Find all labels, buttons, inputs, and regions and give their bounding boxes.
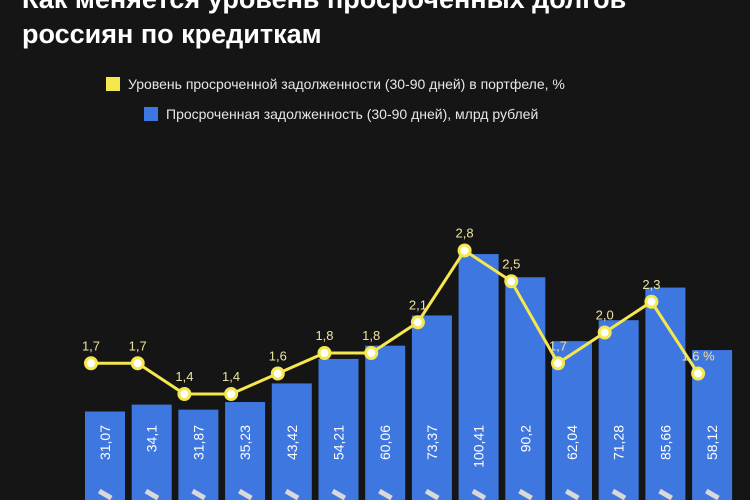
rate-value-label: 2,0 [596,308,614,323]
rate-point [597,325,612,340]
bar [131,404,172,500]
rate-value-label: 1,8 [362,328,380,343]
bar [271,383,312,500]
rate-point [130,356,145,371]
bar [411,315,452,500]
rate-point [551,356,565,371]
bar [505,277,546,500]
rate-point [364,346,379,360]
legend-swatch-debt [144,107,158,121]
rate-value-label: 1,6 [269,349,287,364]
x-tick-label [331,488,347,500]
bar-value-label: 62,04 [564,425,580,460]
chart-title-line-2: россиян по кредиткам [22,19,322,49]
rate-value-label: 1,4 [222,369,240,384]
rate-value-label: 2,8 [456,226,474,241]
rate-point [317,346,332,360]
bar [85,411,125,500]
rate-value-label: 1,7 [82,338,100,353]
bar-value-label: 58,12 [704,425,720,460]
bar-value-label: 34,1 [144,425,160,452]
x-tick-label [238,488,253,500]
bar [365,345,406,500]
legend-item-rate: Уровень просроченной задолженности (30-9… [106,72,565,96]
x-tick-label [97,488,113,500]
rate-point [644,294,659,309]
rate-value-label: 1,4 [175,369,193,384]
rate-point [410,315,425,330]
rate-point [270,366,285,381]
bar-value-label: 35,23 [237,425,253,460]
legend-item-debt: Просроченная задолженность (30-90 дней),… [144,102,565,126]
rate-point [224,387,239,401]
rate-point [691,366,706,381]
rate-point [177,387,192,401]
rate-value-label: 1,8 [315,328,333,343]
bar-value-label: 73,37 [424,425,440,460]
bar [225,402,266,500]
chart-title-line-1: Как меняется уровень просроченных долгов [22,0,722,16]
legend-label-debt: Просроченная задолженность (30-90 дней),… [166,106,539,122]
x-tick-label [564,488,580,500]
bar-value-label: 100,41 [471,425,487,468]
legend: Уровень просроченной задолженности (30-9… [106,72,565,126]
bar-value-label: 31,87 [190,425,206,460]
x-tick-label [378,488,393,500]
bar [178,409,219,500]
rate-point [457,243,472,258]
x-tick-label [611,488,627,500]
bar-value-label: 43,42 [284,425,300,460]
rate-value-label: 2,3 [642,277,660,292]
x-tick-label [424,488,440,500]
x-tick-label [284,488,300,500]
x-tick-label [144,488,160,500]
bar [458,254,499,500]
rate-value-label: 1,6 % [681,349,715,364]
legend-label-rate: Уровень просроченной задолженности (30-9… [128,76,565,92]
x-tick-label [471,488,487,500]
bar-value-label: 90,2 [517,425,533,452]
legend-swatch-rate [106,77,120,91]
x-tick-label [518,488,533,500]
x-tick-label [705,488,720,500]
rate-value-label: 2,1 [409,297,427,312]
rate-point [84,356,98,371]
x-tick-label [658,488,673,500]
x-tick-label [191,488,206,500]
rate-value-label: 1,7 [129,338,147,353]
bar [645,287,686,500]
bar-value-label: 71,28 [611,425,627,460]
bar-value-label: 60,06 [377,425,393,460]
bar-value-label: 54,21 [331,425,347,460]
bar [598,320,639,500]
bar [318,358,359,500]
bar-value-label: 85,66 [657,425,673,460]
rate-value-label: 2,5 [502,256,520,271]
rate-line [91,248,700,396]
rate-value-label: 1,7 [549,338,567,353]
rate-point [504,274,519,289]
bar-value-label: 31,07 [97,425,113,460]
